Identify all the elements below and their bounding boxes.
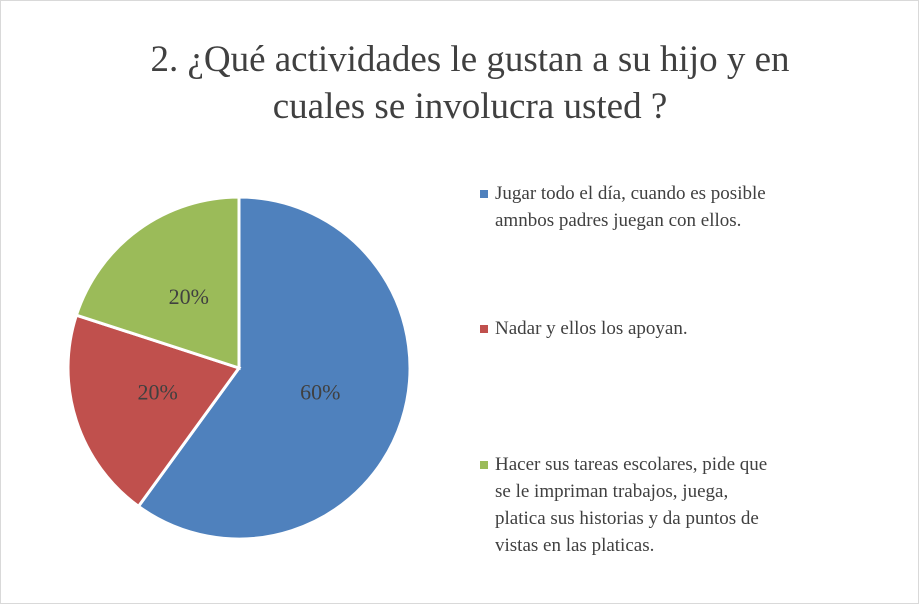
legend-label: Jugar todo el día, cuando es posible amn… [495, 183, 766, 231]
chart-title: 2. ¿Qué actividades le gustan a su hijo … [150, 39, 790, 127]
pie-slice [136, 195, 412, 541]
data-label: 60% [300, 379, 340, 404]
data-label: 20% [138, 379, 178, 404]
pie-slice [74, 195, 241, 371]
legend-swatch [480, 325, 488, 333]
pie-slice [66, 313, 242, 509]
data-label: 20% [169, 284, 209, 309]
legend-item: Nadar y ellos los apoyan. [480, 315, 780, 342]
legend-swatch [480, 190, 488, 198]
legend-item: Jugar todo el día, cuando es posible amn… [480, 180, 780, 234]
legend-label: Nadar y ellos los apoyan. [495, 318, 688, 339]
legend-label: Hacer sus tareas escolares, pide que se … [495, 454, 768, 556]
legend-swatch [480, 461, 488, 469]
legend-item: Hacer sus tareas escolares, pide que se … [480, 451, 780, 559]
